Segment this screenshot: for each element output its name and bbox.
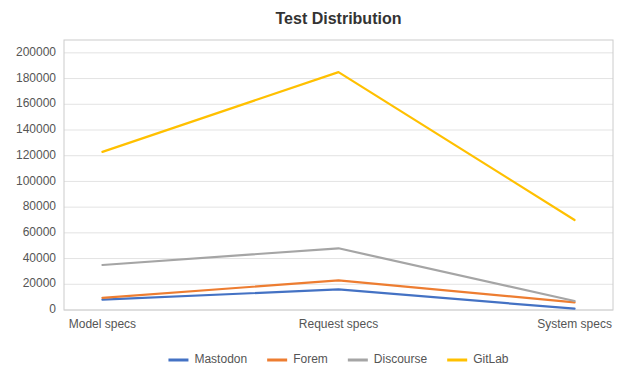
y-tick-label: 180000 (16, 71, 56, 85)
y-tick-label: 0 (49, 302, 56, 316)
chart-title: Test Distribution (276, 10, 402, 27)
legend-item: GitLab (447, 352, 509, 366)
legend-swatch (168, 359, 188, 362)
y-tick-label: 160000 (16, 96, 56, 110)
legend-item: Forem (267, 352, 328, 366)
y-tick-label: 120000 (16, 148, 56, 162)
x-tick-label: System specs (537, 317, 612, 331)
legend-label: GitLab (473, 352, 509, 366)
legend-item: Mastodon (168, 352, 247, 366)
legend-label: Forem (293, 352, 328, 366)
legend-swatch (348, 359, 368, 362)
y-tick-label: 60000 (23, 225, 57, 239)
legend-label: Mastodon (194, 352, 247, 366)
grid-line (64, 232, 613, 233)
grid-line (64, 52, 613, 53)
y-tick-label: 100000 (16, 174, 56, 188)
legend-item: Discourse (348, 352, 428, 366)
legend-swatch (267, 359, 287, 362)
legend-swatch (447, 359, 467, 362)
grid-line (64, 284, 613, 285)
grid-line (64, 207, 613, 208)
x-axis: Model specs Request specs System specs (69, 317, 612, 331)
legend-label: Discourse (374, 352, 428, 366)
y-tick-label: 140000 (16, 122, 56, 136)
y-tick-label: 40000 (23, 251, 57, 265)
series-line (102, 72, 574, 220)
grid-line (64, 78, 613, 79)
grid-line (64, 155, 613, 156)
grid-line (64, 104, 613, 105)
y-tick-label: 200000 (16, 45, 56, 59)
x-tick-label: Model specs (69, 317, 136, 331)
chart-svg: Test Distribution 0 20000 40000 60000 80000 10… (0, 0, 631, 390)
y-axis: 0 20000 40000 60000 80000 100000 120000 140000 1… (16, 45, 56, 316)
legend: Mastodon Forem Discourse GitLab (168, 352, 508, 366)
series-lines (102, 72, 574, 309)
series-line (102, 280, 574, 302)
y-tick-label: 20000 (23, 276, 57, 290)
chart-container: Test Distribution 0 20000 40000 60000 80000 10… (0, 0, 631, 390)
grid-line (64, 181, 613, 182)
x-tick-label: Request specs (299, 317, 378, 331)
grid-line (64, 130, 613, 131)
grid (64, 53, 613, 310)
series-line (102, 248, 574, 301)
page: {"chart_data": {"type": "line", "title":… (0, 0, 631, 390)
grid-line (64, 258, 613, 259)
plot-frame (64, 40, 613, 310)
y-tick-label: 80000 (23, 199, 57, 213)
